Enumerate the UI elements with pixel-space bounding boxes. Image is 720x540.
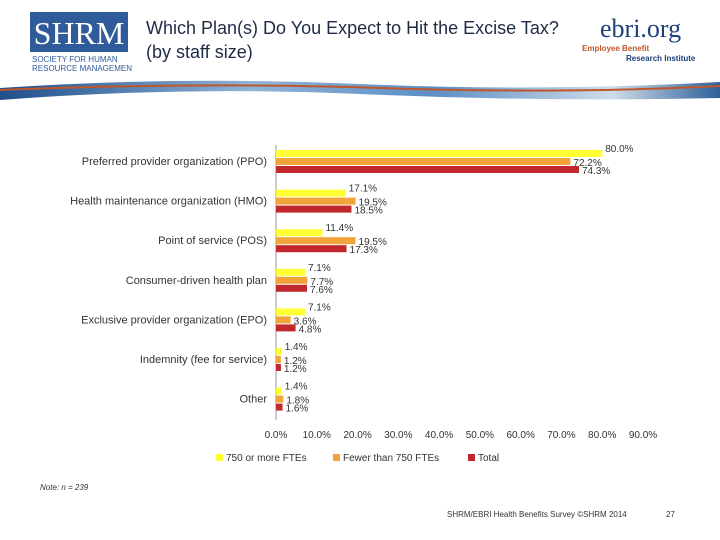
svg-text:SOCIETY FOR HUMAN: SOCIETY FOR HUMAN [32, 55, 118, 64]
data-label: 17.3% [350, 245, 378, 256]
data-label: 19.5% [359, 198, 387, 209]
bar-750-plus [276, 387, 282, 395]
bar-750-plus [276, 308, 305, 316]
category-label: Consumer-driven health plan [126, 275, 267, 287]
data-label: 7.6% [310, 285, 333, 296]
x-tick-label: 40.0% [425, 430, 453, 441]
shrm-logo: SHRM SOCIETY FOR HUMAN RESOURCE MANAGEME… [30, 12, 132, 73]
x-tick-label: 80.0% [588, 430, 616, 441]
ebri-logo-subtitle-2: Research Institute [626, 54, 696, 63]
bar-fewer-than-750 [276, 158, 571, 165]
category-label: Exclusive provider organization (EPO) [81, 314, 267, 326]
data-label: 1.2% [284, 356, 307, 367]
bar-750-plus [276, 189, 346, 197]
ebri-logo-subtitle-1: Employee Benefit [582, 44, 650, 53]
bar-750-plus [276, 229, 323, 237]
bar-total [276, 205, 352, 213]
x-tick-label: 60.0% [506, 430, 534, 441]
data-label: 11.4% [325, 223, 353, 234]
legend-label: Total [478, 453, 499, 464]
header-banner [0, 80, 720, 100]
data-label: 80.0% [605, 144, 633, 155]
x-tick-label: 20.0% [343, 430, 371, 441]
bar-fewer-than-750 [276, 197, 356, 205]
data-label: 1.4% [285, 342, 308, 353]
x-tick-label: 50.0% [466, 430, 494, 441]
bar-fewer-than-750 [276, 237, 356, 245]
data-label: 1.2% [284, 364, 307, 375]
category-label: Indemnity (fee for service) [140, 354, 267, 366]
sample-size-note: Note: n = 239 [40, 483, 89, 492]
category-label: Other [239, 394, 267, 406]
data-label: 18.5% [354, 206, 382, 217]
x-tick-label: 90.0% [629, 430, 657, 441]
data-label: 7.7% [310, 277, 333, 288]
data-label: 74.3% [582, 166, 610, 177]
x-tick-label: 10.0% [303, 430, 331, 441]
data-label: 17.1% [349, 184, 377, 195]
data-label: 4.8% [299, 324, 322, 335]
bar-total [276, 166, 579, 173]
data-label: 1.8% [286, 396, 309, 407]
data-label: 19.5% [359, 237, 387, 248]
bar-fewer-than-750 [276, 395, 284, 403]
category-label: Health maintenance organization (HMO) [70, 196, 267, 208]
page-number: 27 [666, 510, 675, 519]
svg-text:SHRM: SHRM [34, 15, 125, 51]
svg-text:RESOURCE MANAGEMENT: RESOURCE MANAGEMENT [32, 64, 132, 73]
page-title: Which Plan(s) Do You Expect to Hit the E… [146, 18, 559, 62]
bar-total [276, 245, 347, 253]
ebri-logo-name: ebri.org [600, 14, 682, 43]
bar-total [276, 403, 283, 411]
x-tick-label: 0.0% [265, 430, 288, 441]
bar-fewer-than-750 [276, 316, 291, 324]
legend-swatch [216, 454, 223, 461]
ebri-logo: ebri.org Employee Benefit Research Insti… [578, 14, 708, 66]
legend-label: Fewer than 750 FTEs [343, 453, 439, 464]
category-label: Point of service (POS) [158, 235, 267, 247]
legend-swatch [333, 454, 340, 461]
data-label: 1.4% [285, 382, 308, 393]
bar-750-plus [276, 150, 603, 157]
data-label: 1.6% [286, 404, 309, 415]
legend-swatch [468, 454, 475, 461]
bar-fewer-than-750 [276, 356, 281, 363]
data-label: 3.6% [294, 316, 317, 327]
bar-total [276, 324, 296, 332]
bar-total [276, 284, 307, 292]
footer-source: SHRM/EBRI Health Benefits Survey ©SHRM 2… [447, 510, 627, 519]
x-tick-label: 30.0% [384, 430, 412, 441]
bar-total [276, 364, 281, 371]
bar-750-plus [276, 268, 305, 276]
bar-750-plus [276, 348, 282, 355]
data-label: 7.1% [308, 263, 331, 274]
x-tick-label: 70.0% [547, 430, 575, 441]
bar-fewer-than-750 [276, 276, 308, 284]
data-label: 7.1% [308, 302, 331, 313]
data-label: 72.2% [573, 158, 601, 169]
legend-label: 750 or more FTEs [226, 453, 307, 464]
category-label: Preferred provider organization (PPO) [82, 156, 267, 168]
